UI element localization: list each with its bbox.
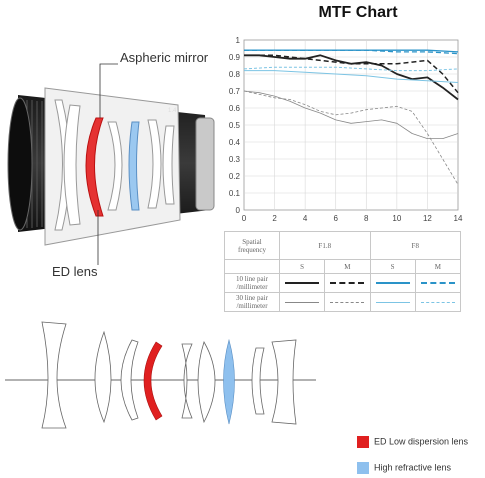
y-tick-label: 0.3 [229,155,241,164]
swatch-f8-10-m [414,273,462,293]
ed-lens-callout: ED lens [52,264,98,279]
x-tick-label: 8 [364,214,369,223]
ed-key-label: ED Low dispersion lens [374,436,469,447]
lens-element-3 [120,339,139,421]
optical-element-diagram [5,321,316,429]
mtf-series-line-6 [244,49,459,55]
y-tick-label: 0.1 [229,189,241,198]
f8-s-header: S [369,259,416,274]
aperture-f8-header: F8 [369,231,461,260]
mtf-series-line-4 [243,90,459,185]
y-tick-label: 0 [236,206,241,215]
spatial-label: Spatial [242,237,262,246]
lens-element-1 [41,321,67,429]
y-tick-label: 0.6 [229,104,241,113]
lens-element-5 [181,343,193,419]
f8-m-header: M [414,259,462,274]
mtf-chart: MTF Chart 00.10.20.30.40.50.60.70.80.910… [229,4,463,223]
ed-key: ED Low dispersion lens [357,436,468,448]
row-10-label: 10 line pair /millimeter [224,273,280,293]
lens-element-9 [271,339,297,425]
f18-s-header: S [278,259,326,274]
y-tick-label: 0.5 [229,121,241,130]
aperture-f18-header: F1.8 [279,231,371,260]
y-tick-label: 0.2 [229,172,241,181]
hr-key-label: High refractive lens [374,462,452,473]
x-tick-label: 6 [333,214,338,223]
ed-swatch [357,436,369,448]
mtf-series-line-2 [244,54,459,94]
x-tick-label: 2 [272,214,277,223]
row-10-line1: 10 line pair [236,275,268,283]
y-tick-label: 0.9 [229,53,241,62]
frequency-label: frequency [238,245,266,254]
y-tick-label: 0.7 [229,87,241,96]
row-10-line2: /millimeter [236,283,268,291]
row-label-placeholder [224,259,280,274]
high-refractive-lens-element [223,338,235,425]
aperture-marking: 1.4 [168,108,177,114]
x-tick-label: 12 [423,214,432,223]
f18-m-header: M [324,259,371,274]
y-tick-label: 0.4 [229,138,241,147]
x-tick-label: 0 [242,214,247,223]
lens-cutaway-photo: 1.4 [7,63,215,265]
x-tick-label: 14 [454,214,463,223]
ed-lens-element [143,341,163,421]
lens-element-6 [197,341,216,424]
swatch-f18-30-m [324,292,371,312]
row-30-label: 30 line pair /millimeter [224,292,280,312]
lens-element-2 [94,330,112,424]
hr-swatch [357,462,369,474]
mtf-series-line-3 [243,90,459,140]
lens-element-8 [251,347,265,415]
mtf-series-line-8 [243,66,459,72]
swatch-f18-10-m [324,273,371,293]
hr-key: High refractive lens [357,462,451,474]
swatch-f8-30-m [414,292,462,312]
swatch-f18-30-s [278,292,326,312]
spatial-frequency-header: Spatial frequency [224,231,280,260]
swatch-f18-10-s [278,273,326,293]
swatch-f8-30-s [369,292,416,312]
chart-title: MTF Chart [318,4,398,21]
x-tick-label: 4 [303,214,308,223]
row-30-line2: /millimeter [236,302,268,310]
mtf-legend-table: Spatial frequency F1.8 F8 S M S M 10 lin… [224,231,462,312]
row-30-line1: 30 line pair [236,294,268,302]
swatch-f8-10-s [369,273,416,293]
y-tick-label: 0.8 [229,70,241,79]
aspheric-mirror-callout: Aspheric mirror [120,50,209,65]
x-tick-label: 10 [392,214,401,223]
mtf-series-line-7 [244,70,459,83]
y-tick-label: 1 [236,36,241,45]
